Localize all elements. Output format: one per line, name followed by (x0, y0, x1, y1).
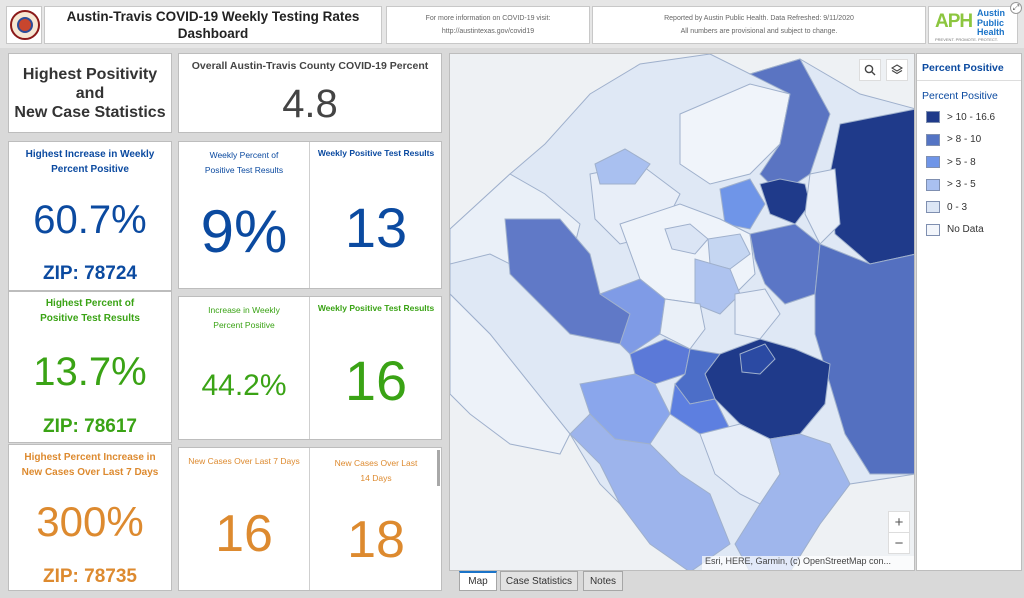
legend-label: 0 - 3 (947, 201, 968, 213)
map-attribution: Esri, HERE, Garmin, (c) OpenStreetMap co… (702, 556, 914, 570)
legend-title: Percent Positive (922, 62, 1004, 74)
weekly-positive-value: 13 (344, 196, 408, 259)
title-box: Austin-Travis COVID-19 Weekly Testing Ra… (44, 6, 382, 44)
map-canvas[interactable] (450, 54, 915, 571)
highest-increase-zip: ZIP: 78724 (43, 263, 137, 284)
overall-percent-card: Overall Austin-Travis County COVID-19 Pe… (178, 53, 442, 133)
legend-label: > 8 - 10 (947, 134, 982, 145)
new-cases-14-title: New Cases Over Last 14 Days (334, 458, 418, 483)
legend-subtitle: Percent Positive (922, 90, 998, 102)
new-cases-7-value: 16 (215, 505, 273, 563)
tab-case-statistics[interactable]: Case Statistics (500, 571, 578, 591)
legend-swatch (926, 223, 940, 236)
aph-logo-tagline: PREVENT. PROMOTE. PROTECT. (935, 37, 998, 42)
zoom-out-button[interactable]: − (888, 532, 910, 554)
highest-new-cases-value: 300% (36, 498, 144, 545)
city-seal-icon (10, 10, 40, 40)
aph-logo-letters: APH (935, 11, 973, 32)
new-cases-14-value: 18 (347, 511, 405, 569)
city-seal-box (6, 6, 42, 44)
highest-percent-title: Highest Percent of Positive Test Results (40, 298, 140, 324)
provisional-text: All numbers are provisional and subject … (680, 28, 838, 35)
highest-new-cases-title: Highest Percent Increase in New Cases Ove… (21, 452, 159, 478)
weekly-positive-green-value: 16 (344, 349, 408, 412)
tab-notes[interactable]: Notes (583, 571, 623, 591)
legend-item: 0 - 3 (926, 200, 967, 214)
legend-swatch (926, 156, 940, 168)
dashboard-title-line2: Dashboard (177, 26, 249, 41)
layers-icon[interactable] (886, 59, 908, 81)
highest-new-cases-card: Highest Percent Increase in New Cases Ove… (8, 444, 172, 591)
search-icon[interactable] (859, 59, 881, 81)
highest-percent-value: 13.7% (33, 350, 147, 394)
section-title: Highest Positivity and New Case Statistics (14, 65, 166, 121)
highest-new-cases-zip: ZIP: 78735 (43, 566, 137, 587)
highest-increase-value: 60.7% (33, 198, 147, 242)
overall-percent-label: Overall Austin-Travis County COVID-19 Pe… (191, 60, 429, 72)
card-divider (309, 297, 310, 439)
zoom-in-button[interactable]: + (888, 511, 910, 533)
legend-item: > 10 - 16.6 (926, 110, 995, 124)
legend-label: > 10 - 16.6 (947, 111, 996, 123)
highest-percent-card: Highest Percent of Positive Test Results … (8, 291, 172, 443)
card-divider (309, 448, 310, 590)
legend-divider (917, 80, 1021, 81)
legend-swatch (926, 133, 940, 146)
legend-label: No Data (947, 224, 984, 235)
legend-item: > 3 - 5 (926, 178, 976, 192)
overall-percent-value: 4.8 (282, 82, 338, 126)
weekly-percent-title: Weekly Percent of Positive Test Results (204, 150, 284, 175)
aph-logo-text: Austin Public Health (977, 8, 1005, 37)
info-text: For more information on COVID-19 visit: (425, 15, 551, 22)
scrollbar-thumb[interactable] (437, 450, 440, 486)
legend-item: > 5 - 8 (926, 155, 976, 169)
highest-increase-card: Highest Increase in Weekly Percent Positi… (8, 141, 172, 291)
dashboard-title-line1: Austin-Travis COVID-19 Weekly Testing Ra… (66, 9, 360, 24)
weekly-positive-green-title: Weekly Positive Test Results (317, 303, 435, 313)
fullscreen-icon[interactable]: ⤢ (1010, 2, 1022, 14)
legend-swatch (926, 201, 940, 213)
tab-map[interactable]: Map (459, 571, 497, 591)
new-cases-7-title: New Cases Over Last 7 Days (188, 456, 300, 466)
map-legend: Percent Positive Percent Positive > 10 -… (916, 53, 1022, 571)
legend-item: > 8 - 10 (926, 133, 981, 147)
section-title-box: Highest Positivity and New Case Statistics (8, 53, 172, 133)
zip-choropleth-map[interactable]: + − Esri, HERE, Garmin, (c) OpenStreetMa… (449, 53, 915, 571)
aph-logo: APH Austin Public Health PREVENT. PROMOTE.… (928, 6, 1018, 44)
weekly-green-card: Increase in Weekly Percent Positive 44.2%… (178, 296, 442, 440)
new-cases-card: New Cases Over Last 7 Days 16 New Cases … (178, 447, 442, 591)
legend-label: > 3 - 5 (947, 179, 976, 190)
report-box: Reported by Austin Public Health. Data R… (592, 6, 926, 44)
refresh-text: Reported by Austin Public Health. Data R… (664, 15, 854, 22)
increase-weekly-title: Increase in Weekly Percent Positive (208, 305, 280, 330)
info-box: For more information on COVID-19 visit: … (386, 6, 590, 44)
highest-percent-zip: ZIP: 78617 (43, 416, 137, 437)
legend-item: No Data (926, 223, 984, 237)
weekly-positive-title: Weekly Positive Test Results (317, 148, 435, 158)
increase-weekly-value: 44.2% (201, 369, 287, 402)
weekly-blue-card: Weekly Percent of Positive Test Results 9… (178, 141, 442, 289)
legend-label: > 5 - 8 (947, 156, 976, 168)
card-divider (309, 142, 310, 288)
info-link[interactable]: http://austintexas.gov/covid19 (441, 28, 535, 35)
highest-increase-title: Highest Increase in Weekly Percent Positi… (25, 149, 155, 175)
weekly-percent-value: 9% (200, 198, 288, 265)
dashboard-header: Austin-Travis COVID-19 Weekly Testing Ra… (0, 0, 1024, 48)
legend-swatch (926, 178, 940, 191)
legend-swatch (926, 111, 940, 123)
